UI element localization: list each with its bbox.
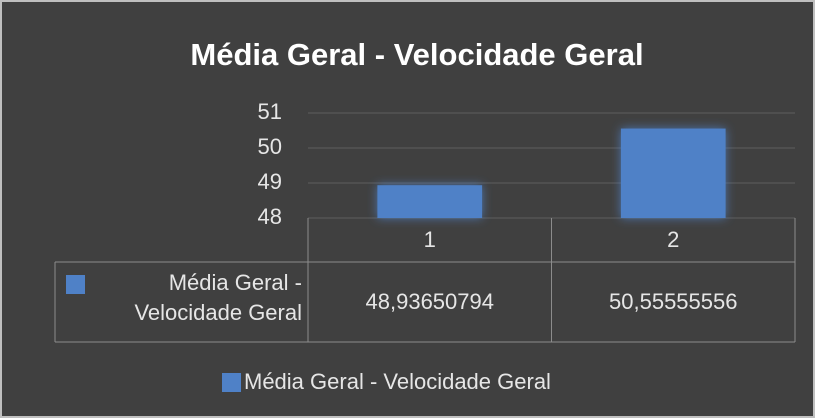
legend-label: Média Geral - Velocidade Geral [244, 369, 551, 394]
table-value: 48,93650794 [366, 289, 494, 314]
legend-key [66, 275, 85, 294]
table-value: 50,55555556 [609, 289, 737, 314]
bar [620, 128, 726, 218]
y-tick-label: 49 [258, 169, 282, 194]
y-tick-label: 50 [258, 134, 282, 159]
y-tick-label: 51 [258, 99, 282, 124]
x-tick-label: 1 [424, 227, 436, 252]
x-tick-label: 2 [667, 227, 679, 252]
y-tick-label: 48 [258, 204, 282, 229]
legend-key [222, 373, 241, 392]
bar [377, 185, 483, 218]
chart-title: Média Geral - Velocidade Geral [190, 37, 643, 72]
table-series-name: Média Geral - Velocidade Geral [134, 270, 302, 325]
